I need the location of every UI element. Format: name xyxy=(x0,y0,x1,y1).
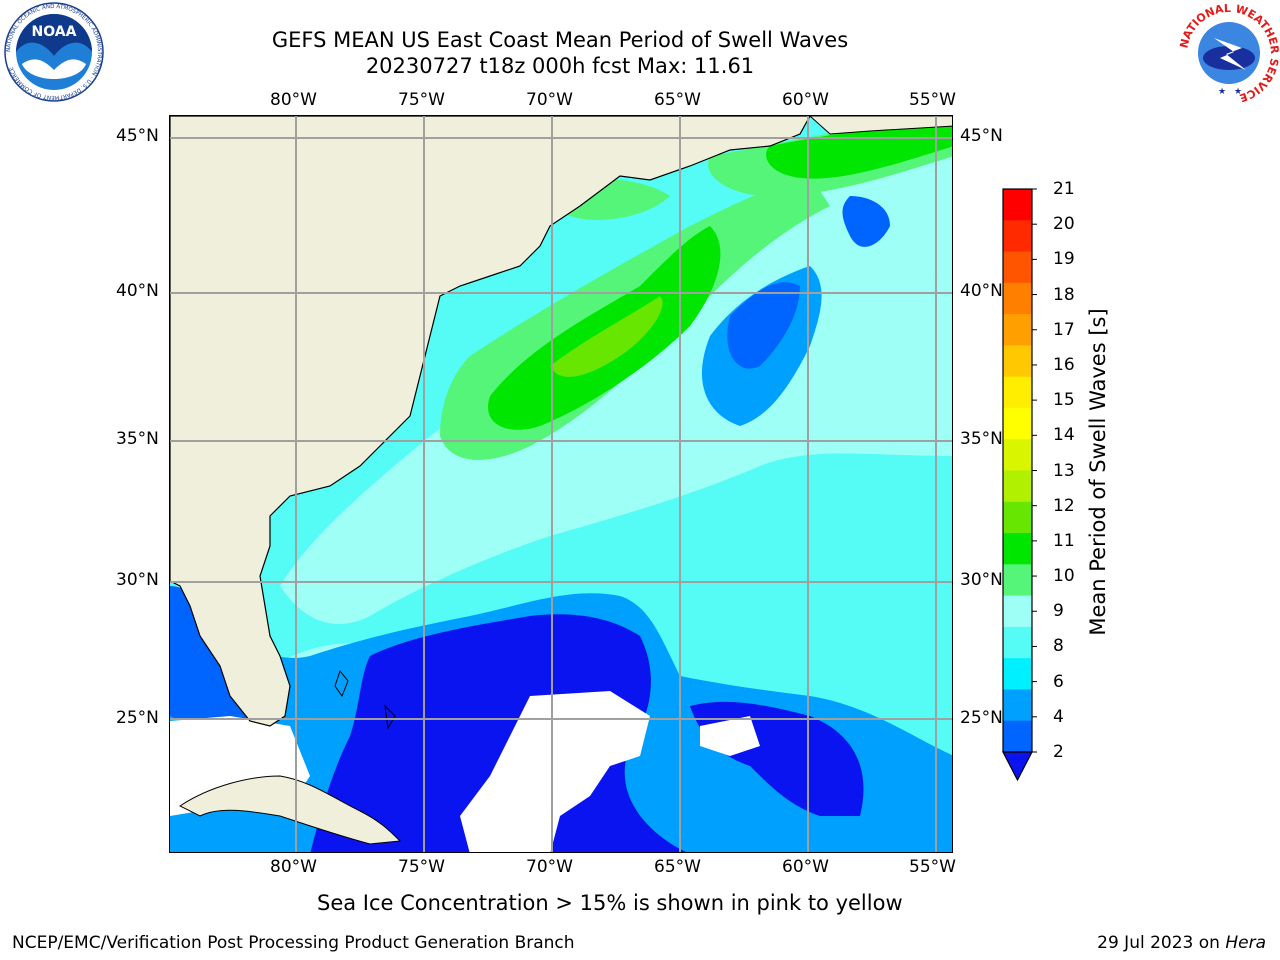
colorbar-segment xyxy=(1003,407,1032,440)
svg-text:NOAA: NOAA xyxy=(32,24,77,40)
svg-text:★: ★ xyxy=(1218,87,1226,97)
colorbar-tick-label: 18 xyxy=(1053,284,1075,305)
lon-label-bottom: 80°W xyxy=(270,857,317,877)
colorbar-ramp xyxy=(1002,188,1037,782)
lat-label-left: 40°N xyxy=(116,281,159,301)
host-name: Hera xyxy=(1225,933,1266,953)
colorbar-segment xyxy=(1003,595,1032,628)
colorbar-segment xyxy=(1003,564,1032,597)
generation-date: 29 Jul 2023 on Hera xyxy=(1097,933,1266,953)
lat-label-right: 40°N xyxy=(960,281,1003,301)
lon-label-top: 60°W xyxy=(782,90,829,110)
chart-title: GEFS MEAN US East Coast Mean Period of S… xyxy=(271,28,849,52)
colorbar-tick-label: 8 xyxy=(1053,636,1064,657)
colorbar-tick-label: 19 xyxy=(1053,249,1075,270)
colorbar-tick-label: 15 xyxy=(1053,390,1075,411)
colorbar-tick-label: 21 xyxy=(1053,179,1075,199)
lat-label-right: 30°N xyxy=(960,570,1003,590)
lat-label-left: 35°N xyxy=(116,429,159,449)
lat-label-right: 45°N xyxy=(960,126,1003,146)
colorbar-segment xyxy=(1003,220,1032,253)
colorbar-segment xyxy=(1003,314,1032,346)
producer-credit: NCEP/EMC/Verification Post Processing Pr… xyxy=(12,933,575,953)
colorbar-segment xyxy=(1003,533,1032,565)
colorbar-tick-label: 12 xyxy=(1053,495,1075,516)
colorbar-title: Mean Period of Swell Waves [s] xyxy=(1086,308,1110,636)
colorbar-tick-label: 4 xyxy=(1053,706,1064,727)
lon-label-top: 65°W xyxy=(654,90,701,110)
lon-label-bottom: 65°W xyxy=(654,857,701,877)
colorbar-tick-label: 9 xyxy=(1053,601,1064,622)
colorbar-segment xyxy=(1003,376,1032,409)
swell-period-map xyxy=(169,115,953,853)
colorbar-segment xyxy=(1003,501,1032,534)
lon-label-bottom: 55°W xyxy=(909,857,956,877)
noaa-logo: NATIONAL OCEANIC AND ATMOSPHERIC ADMINIS… xyxy=(2,2,106,106)
map-canvas xyxy=(170,116,952,852)
lat-label-right: 25°N xyxy=(960,708,1003,728)
svg-text:★: ★ xyxy=(1234,87,1242,97)
colorbar-segment xyxy=(1003,626,1032,659)
colorbar-segment xyxy=(1003,345,1032,378)
lat-label-left: 25°N xyxy=(116,708,159,728)
lon-label-top: 70°W xyxy=(526,90,573,110)
sea-ice-note: Sea Ice Concentration > 15% is shown in … xyxy=(317,891,903,915)
colorbar-segment xyxy=(1003,189,1032,221)
generation-date-text: 29 Jul 2023 on xyxy=(1097,933,1220,953)
lon-label-top: 75°W xyxy=(398,90,445,110)
lon-label-top: 55°W xyxy=(909,90,956,110)
colorbar-tick-label: 2 xyxy=(1053,742,1064,762)
colorbar-tick-label: 20 xyxy=(1053,214,1075,235)
lat-label-left: 45°N xyxy=(116,126,159,146)
colorbar-tick-label: 13 xyxy=(1053,460,1075,481)
colorbar-tick-label: 16 xyxy=(1053,354,1075,375)
colorbar xyxy=(1002,188,1038,788)
colorbar-segment xyxy=(1003,282,1032,315)
colorbar-segment xyxy=(1003,689,1032,722)
lat-label-left: 30°N xyxy=(116,570,159,590)
lon-label-bottom: 60°W xyxy=(782,857,829,877)
colorbar-segment xyxy=(1003,251,1032,284)
lat-label-right: 35°N xyxy=(960,429,1003,449)
lon-label-bottom: 70°W xyxy=(526,857,573,877)
lon-label-bottom: 75°W xyxy=(398,857,445,877)
colorbar-segment xyxy=(1003,470,1032,503)
colorbar-tick-label: 11 xyxy=(1053,530,1075,551)
colorbar-segment xyxy=(1003,658,1032,690)
chart-subtitle: 20230727 t18z 000h fcst Max: 11.61 xyxy=(365,54,755,78)
colorbar-segment xyxy=(1003,720,1032,753)
colorbar-tick-label: 17 xyxy=(1053,319,1075,340)
colorbar-tick-label: 10 xyxy=(1053,566,1075,587)
colorbar-under-arrow xyxy=(1002,751,1033,782)
nws-logo: NATIONAL WEATHER SERVICE ★ ★ xyxy=(1177,2,1280,106)
colorbar-tick-label: 6 xyxy=(1053,671,1064,692)
colorbar-segment xyxy=(1003,439,1032,471)
colorbar-tick-label: 14 xyxy=(1053,425,1075,446)
lon-label-top: 80°W xyxy=(270,90,317,110)
